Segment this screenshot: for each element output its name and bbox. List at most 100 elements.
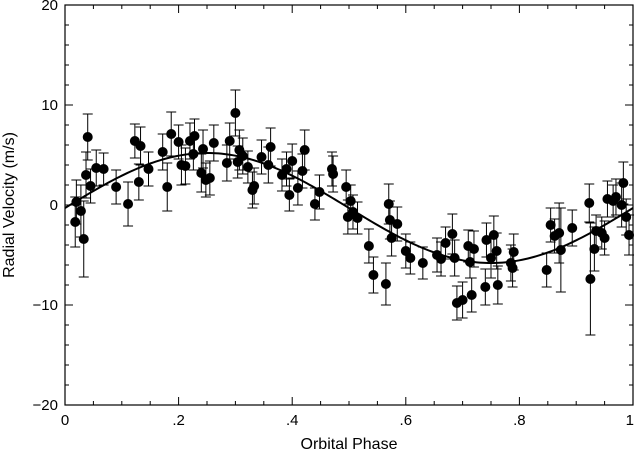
data-point <box>488 230 499 240</box>
data-point <box>363 241 374 251</box>
data-point <box>341 182 352 192</box>
data-point <box>265 142 276 152</box>
data-point <box>256 152 267 162</box>
x-axis-label: Orbital Phase <box>301 436 398 452</box>
data-point <box>541 265 552 275</box>
data-point <box>133 177 144 187</box>
data-point <box>352 213 363 223</box>
data-points <box>70 108 635 308</box>
data-point <box>447 229 458 239</box>
data-point <box>82 132 93 142</box>
y-axis-label: Radial Velocity (m/s) <box>1 132 18 278</box>
data-point <box>242 162 253 172</box>
data-point <box>486 253 496 263</box>
data-point <box>281 164 292 174</box>
data-point <box>392 219 403 229</box>
data-point <box>449 253 460 263</box>
data-point <box>618 178 629 188</box>
data-point <box>621 212 632 222</box>
data-point <box>610 192 621 202</box>
data-point <box>189 131 200 141</box>
data-point <box>166 129 177 139</box>
fit-curve <box>64 151 634 265</box>
x-tick-labels: 0 .2 .4 .6 .8 1 <box>61 412 634 429</box>
y-tick-label: −20 <box>33 397 58 414</box>
y-tick-label: 0 <box>50 197 58 214</box>
major-ticks <box>64 4 634 406</box>
data-point <box>384 215 395 225</box>
data-point <box>135 141 146 151</box>
data-point <box>492 280 503 290</box>
data-point <box>507 263 518 273</box>
y-tick-label: 10 <box>41 97 58 114</box>
data-point <box>314 187 325 197</box>
x-tick-label: 0 <box>61 412 69 429</box>
data-point <box>491 246 502 256</box>
data-point <box>584 198 595 208</box>
data-point <box>585 274 596 284</box>
data-point <box>457 295 468 305</box>
data-point <box>466 290 477 300</box>
data-point <box>263 160 274 170</box>
data-point <box>208 138 219 148</box>
data-point <box>297 166 308 176</box>
data-point <box>173 137 184 147</box>
data-point <box>589 244 600 254</box>
data-point <box>71 197 82 207</box>
x-tick-label: .4 <box>286 412 299 429</box>
data-point <box>345 196 356 206</box>
data-point <box>91 163 102 173</box>
data-point <box>284 190 295 200</box>
data-point <box>508 247 519 257</box>
data-point <box>180 161 191 171</box>
data-point <box>70 217 81 227</box>
data-point <box>75 206 86 216</box>
data-point <box>98 164 109 174</box>
data-point <box>616 200 627 210</box>
data-point <box>555 245 566 255</box>
data-point <box>85 181 96 191</box>
data-point <box>221 158 232 168</box>
x-tick-label: .8 <box>513 412 526 429</box>
data-point <box>143 164 154 174</box>
data-point <box>417 258 428 268</box>
data-point <box>554 228 565 238</box>
data-point <box>157 147 168 157</box>
data-point <box>368 270 379 280</box>
data-point <box>299 145 310 155</box>
x-tick-label: .6 <box>400 412 413 429</box>
data-point <box>567 223 578 233</box>
x-tick-label: .2 <box>172 412 185 429</box>
data-point <box>405 253 416 263</box>
data-point <box>440 238 451 248</box>
data-point <box>204 173 215 183</box>
data-point <box>81 170 92 180</box>
data-point <box>481 235 492 245</box>
data-point <box>599 233 610 243</box>
y-tick-label: −10 <box>33 297 58 314</box>
data-point <box>383 199 394 209</box>
data-point <box>249 181 260 191</box>
data-point <box>188 149 199 159</box>
data-point <box>237 151 248 161</box>
data-point <box>468 244 479 254</box>
data-point <box>292 183 303 193</box>
x-tick-label: 1 <box>626 412 634 429</box>
data-point <box>123 199 134 209</box>
y-tick-labels: −20 −10 0 10 20 <box>33 0 58 414</box>
data-point <box>328 169 339 179</box>
data-point <box>198 144 209 154</box>
y-tick-label: 20 <box>41 0 58 14</box>
data-point <box>386 233 397 243</box>
data-point <box>624 230 635 240</box>
data-point <box>480 282 491 292</box>
minor-ticks <box>65 5 633 405</box>
data-point <box>162 182 173 192</box>
data-point <box>224 136 235 146</box>
data-point <box>436 254 447 264</box>
data-point <box>111 182 122 192</box>
data-point <box>287 156 298 166</box>
data-point <box>309 199 320 209</box>
data-point <box>464 257 475 267</box>
